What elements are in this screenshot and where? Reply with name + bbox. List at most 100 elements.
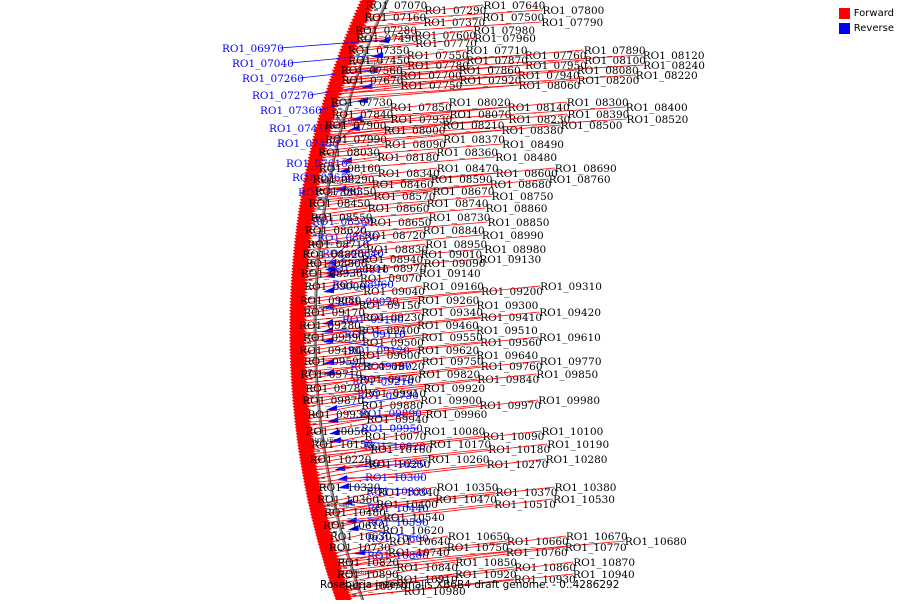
forward-gene-label: RO1_10740 — [388, 547, 450, 559]
forward-gene-label: RO1_10820 — [337, 557, 399, 569]
forward-gene-leader — [328, 540, 625, 568]
forward-gene-leader — [298, 221, 488, 238]
forward-gene-mark — [314, 530, 333, 535]
forward-gene-leader — [335, 573, 338, 591]
forward-gene-label: RO1_08340 — [378, 168, 440, 180]
minor-tick — [381, 564, 384, 566]
forward-gene-mark — [348, 23, 367, 28]
legend-forward: Forward — [838, 6, 894, 21]
forward-gene-mark — [289, 362, 308, 367]
minor-tick — [353, 214, 355, 216]
forward-gene-label: RO1_09710 — [300, 369, 362, 381]
forward-gene-leader — [334, 59, 467, 76]
minor-tick — [386, 578, 388, 580]
forward-gene-label: RO1_10180 — [488, 444, 550, 456]
minor-tick — [344, 340, 346, 342]
forward-gene-mark — [319, 110, 337, 115]
forward-gene-label: RO1_08380 — [502, 125, 564, 137]
reverse-gene-mark — [356, 97, 368, 103]
forward-gene-leader — [353, 9, 543, 23]
forward-gene-label: RO1_08370 — [443, 134, 505, 146]
forward-gene-leader — [315, 498, 436, 521]
forward-gene-label: RO1_08390 — [568, 109, 630, 121]
reverse-gene-label: RO1_07610 — [286, 158, 348, 170]
forward-gene-leader — [299, 216, 311, 229]
forward-gene-mark — [300, 191, 319, 196]
forward-gene-label: RO1_09590 — [304, 356, 366, 368]
reverse-gene-label: RO1_06970 — [222, 43, 284, 55]
forward-gene-label: RO1_07550 — [407, 50, 469, 62]
forward-gene-leader — [306, 167, 320, 179]
minor-tick — [357, 186, 360, 188]
forward-gene-leader — [297, 229, 423, 248]
forward-gene-label: RO1_08970 — [365, 263, 427, 275]
forward-gene-label: RO1_08520 — [627, 114, 689, 126]
forward-gene-leader — [325, 535, 448, 559]
forward-gene-label: RO1_10870 — [573, 557, 635, 569]
forward-gene-label: RO1_10250 — [369, 459, 431, 471]
forward-gene-leader — [292, 316, 481, 335]
forward-gene-label: RO1_08080 — [577, 65, 639, 77]
forward-gene-mark — [305, 491, 324, 496]
minor-tick — [360, 172, 363, 174]
forward-gene-label: RO1_07640 — [484, 0, 546, 12]
forward-gene-label: RO1_10660 — [507, 536, 569, 548]
forward-gene-leader — [311, 486, 319, 503]
forward-gene-label: RO1_10400 — [376, 499, 438, 511]
forward-gene-leader — [293, 285, 423, 305]
scale-label: 750 kbp — [335, 119, 358, 125]
forward-gene-leader — [327, 535, 566, 565]
forward-gene-leader — [327, 79, 460, 96]
forward-gene-mark — [323, 95, 342, 100]
forward-gene-mark — [304, 173, 322, 178]
forward-gene-mark — [291, 389, 310, 394]
forward-gene-label: RO1_10540 — [383, 512, 445, 524]
forward-gene-leader — [300, 202, 427, 221]
forward-gene-leader — [312, 486, 437, 509]
forward-gene-label: RO1_10480 — [324, 507, 386, 519]
forward-gene-mark — [297, 443, 316, 448]
forward-gene-leader — [293, 349, 418, 370]
forward-gene-label: RO1_09550 — [421, 332, 483, 344]
reverse-gene-leader — [279, 39, 384, 49]
scale-label: 1000 kbp — [311, 438, 337, 444]
forward-gene-leader — [300, 430, 306, 446]
forward-gene-label: RO1_08140 — [508, 102, 570, 114]
genome-caption: Roseburia intestinalis XB6B4 draft genom… — [320, 579, 620, 591]
forward-gene-mark — [293, 416, 312, 421]
forward-gene-label: RO1_08830 — [366, 244, 428, 256]
forward-gene-label: RO1_10350 — [437, 482, 499, 494]
forward-gene-leader — [295, 248, 485, 266]
forward-gene-label: RO1_10630 — [330, 531, 392, 543]
forward-gene-label: RO1_09750 — [422, 356, 484, 368]
forward-gene-leader — [315, 124, 443, 142]
forward-gene-label: RO1_07600 — [414, 30, 476, 42]
forward-gene-label: RO1_10610 — [323, 520, 385, 532]
forward-gene-label: RO1_09610 — [539, 332, 601, 344]
forward-gene-label: RO1_10530 — [553, 494, 615, 506]
forward-gene-mark — [317, 539, 335, 544]
reverse-gene-label: RO1_08560 — [312, 216, 374, 228]
forward-gene-leader — [293, 324, 418, 345]
minor-tick — [378, 102, 381, 104]
scale-label: 1050 kbp — [323, 503, 349, 509]
forward-gene-leader — [293, 272, 302, 286]
forward-gene-label: RO1_09620 — [417, 345, 479, 357]
forward-gene-leader — [306, 463, 369, 478]
forward-gene-mark — [303, 482, 322, 487]
forward-gene-leader — [292, 311, 304, 326]
scale-label: 700 kbp — [355, 60, 378, 66]
forward-gene-leader — [302, 190, 315, 203]
forward-gene-mark — [291, 392, 310, 397]
forward-gene-leader — [315, 118, 627, 140]
forward-gene-mark — [344, 35, 362, 40]
forward-gene-label: RO1_10980 — [404, 586, 466, 598]
forward-gene-label: RO1_07370 — [423, 17, 485, 29]
forward-gene-leader — [327, 74, 636, 95]
forward-gene-label: RO1_09310 — [540, 281, 602, 293]
forward-gene-mark — [308, 503, 327, 508]
forward-gene-mark — [289, 296, 308, 301]
forward-gene-leader — [293, 285, 305, 299]
forward-gene-leader — [296, 392, 365, 406]
forward-gene-label: RO1_09490 — [299, 345, 361, 357]
